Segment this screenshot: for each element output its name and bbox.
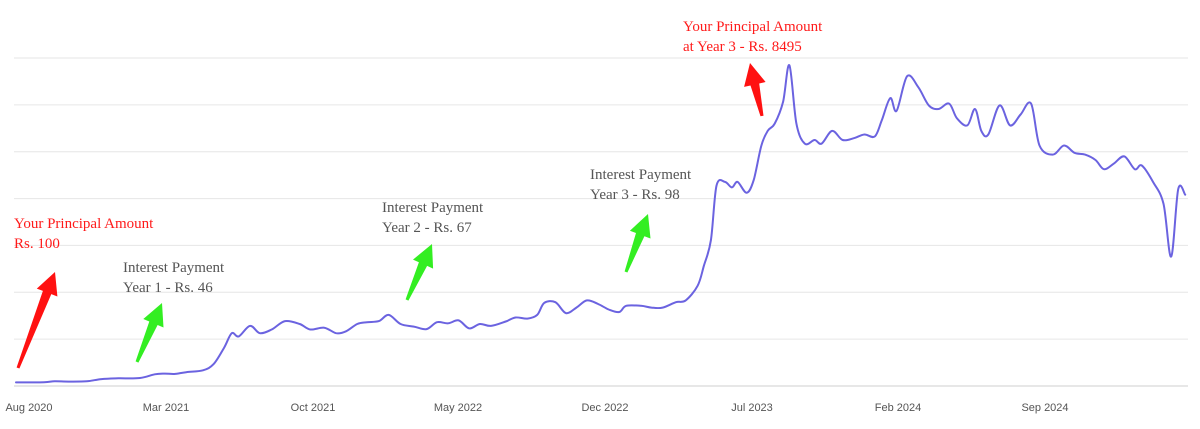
x-tick-label: Dec 2022 [581,402,628,414]
annotation-arrows [16,63,766,369]
x-tick-label: Feb 2024 [875,402,921,414]
x-tick-label: Oct 2021 [291,402,336,414]
x-tick-label: Jul 2023 [731,402,773,414]
x-tick-label: Aug 2020 [5,402,52,414]
red-arrow-principal-year3 [744,63,766,117]
annotation-principal-year3: Your Principal Amount at Year 3 - Rs. 84… [683,19,826,55]
annotation-principal-start: Your Principal Amount Rs. 100 [14,216,157,252]
annotation-interest-year1: Interest Payment Year 1 - Rs. 46 [123,260,228,296]
green-arrow-year3 [624,214,651,273]
x-tick-label: May 2022 [434,402,482,414]
red-arrow-principal-start [16,272,58,369]
green-arrow-year1 [135,303,164,363]
gridlines [14,57,1188,387]
annotation-interest-year2: Interest Payment Year 2 - Rs. 67 [382,200,487,236]
annotation-interest-year3: Interest Payment Year 3 - Rs. 98 [590,167,695,203]
series-line [15,64,1187,384]
x-tick-label: Mar 2021 [143,402,189,414]
green-arrow-year2 [405,244,434,301]
x-axis-ticks: Aug 2020 Mar 2021 Oct 2021 May 2022 Dec 2022… [5,402,1068,414]
x-tick-label: Sep 2024 [1021,402,1068,414]
